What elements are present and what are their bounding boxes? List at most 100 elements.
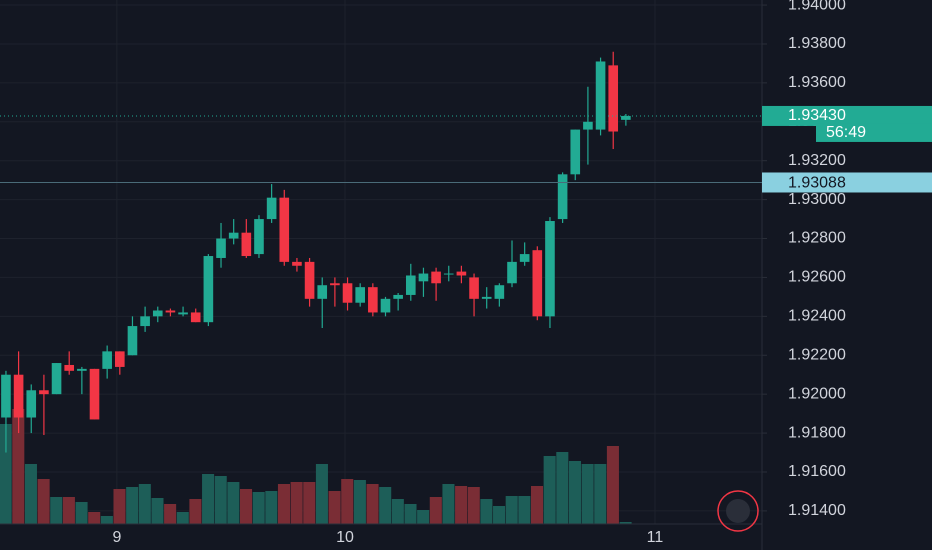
volume-bar — [50, 497, 63, 524]
candle-body — [519, 254, 530, 262]
volume-bar — [594, 464, 607, 524]
candle-body — [469, 277, 479, 299]
volume-bar — [505, 496, 518, 524]
candle-body — [456, 271, 467, 276]
countdown-label: 56:49 — [826, 124, 866, 141]
candle-body — [532, 250, 543, 317]
candle-body — [51, 363, 62, 395]
volume-bar — [518, 496, 531, 524]
x-tick-label: 10 — [336, 529, 354, 546]
candle-body — [77, 368, 87, 371]
x-tick-label: 11 — [647, 529, 664, 546]
y-tick-label: 1.93800 — [788, 35, 846, 52]
volume-bar — [556, 452, 569, 524]
volume-bar — [619, 522, 632, 524]
volume-bar — [88, 512, 101, 524]
volume-bar — [442, 484, 455, 524]
candle-body — [216, 238, 226, 258]
candle-body — [39, 390, 49, 395]
candle-body — [507, 261, 517, 284]
volume-bar — [24, 464, 37, 524]
candle-body — [545, 221, 555, 317]
price-line-label: 1.93088 — [788, 175, 846, 192]
y-tick-label: 1.92600 — [788, 269, 846, 286]
volume-bar — [530, 486, 544, 524]
volume-bar — [37, 479, 50, 524]
candle-body — [1, 374, 11, 418]
volume-bar — [0, 424, 12, 524]
volume-bar — [189, 499, 202, 524]
volume-bar — [176, 512, 189, 524]
volume-bar — [138, 484, 151, 524]
volume-bar — [214, 476, 227, 524]
candle-body — [608, 65, 619, 132]
volume-bar — [252, 492, 265, 524]
candle-body — [405, 275, 416, 295]
volume-bar — [341, 479, 354, 524]
volume-bar — [429, 497, 442, 524]
logo-ring — [717, 490, 759, 532]
volume-bar — [290, 482, 303, 524]
volume-bar — [62, 497, 75, 524]
candle-body — [393, 294, 403, 299]
y-tick-label: 1.94000 — [788, 0, 846, 13]
price-line-tag — [762, 172, 932, 193]
volume-bar — [417, 510, 430, 524]
candles — [1, 51, 631, 453]
y-tick-label: 1.92400 — [788, 308, 846, 325]
volume-bar — [113, 489, 126, 524]
logo-icon — [726, 499, 750, 523]
candle-body — [292, 261, 302, 266]
volume-bar — [493, 506, 506, 524]
y-tick-label: 1.93000 — [788, 191, 846, 208]
candle-body — [266, 197, 277, 220]
y-tick-label: 1.92000 — [788, 385, 846, 402]
volume-bar — [315, 464, 328, 524]
volume-bar — [164, 504, 177, 524]
last-price-tag — [762, 105, 932, 126]
volume-bar — [455, 486, 468, 524]
candle-body — [583, 121, 593, 130]
x-tick-label: 9 — [112, 529, 121, 546]
candle-body — [64, 364, 75, 371]
volume-bar — [353, 480, 366, 524]
y-tick-label: 1.92800 — [788, 230, 846, 247]
candle-body — [330, 283, 340, 286]
countdown-tag — [816, 123, 932, 142]
candle-body — [13, 374, 24, 418]
candle-body — [254, 219, 264, 255]
volume-bar — [151, 498, 164, 524]
volume-bar — [227, 482, 240, 524]
logo — [717, 490, 759, 532]
volume-bar — [606, 446, 619, 524]
candle-body — [595, 61, 606, 130]
y-tick-label: 1.92200 — [788, 346, 846, 363]
volume-bar — [467, 487, 480, 524]
candle-body — [304, 261, 315, 299]
volume-bar — [239, 489, 253, 524]
candle-body — [165, 310, 176, 313]
candle-body — [570, 129, 581, 175]
volume-bar — [12, 409, 25, 524]
volume-bar — [379, 487, 392, 524]
volume-bar — [202, 474, 215, 524]
y-tick-label: 1.93200 — [788, 152, 846, 169]
volume-bar — [366, 484, 379, 524]
candle-body — [89, 368, 100, 420]
candle-body — [342, 283, 353, 303]
volume-bar — [543, 456, 556, 524]
volume-bar — [277, 484, 291, 524]
candle-body — [557, 174, 568, 220]
candle-body — [102, 351, 112, 369]
candle-body — [279, 197, 290, 262]
y-tick-label: 1.91800 — [788, 424, 846, 441]
candle-body — [190, 312, 201, 323]
candle-body — [431, 271, 441, 284]
candle-body — [380, 298, 391, 313]
volume-bar — [100, 516, 113, 524]
candle-body — [368, 287, 378, 313]
volume-bar — [404, 504, 417, 524]
candle-body — [228, 232, 239, 239]
